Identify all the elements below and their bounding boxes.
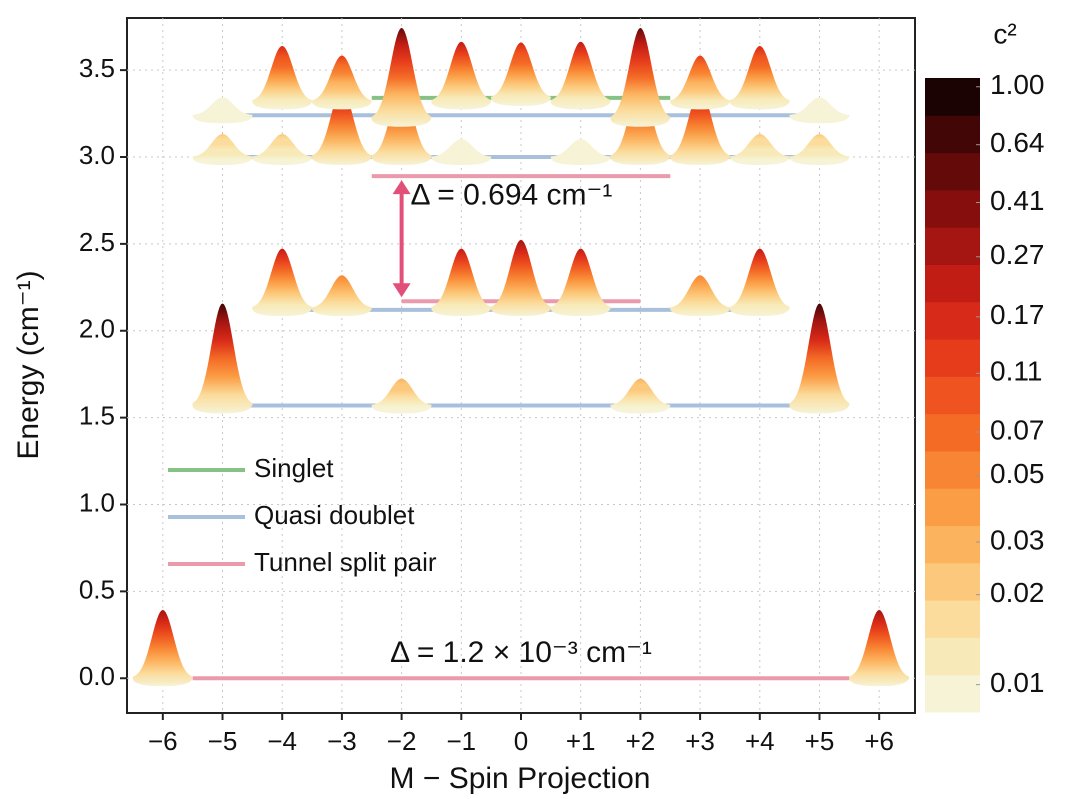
y-tick-label: 1.0 [79,487,115,517]
probability-peak [789,134,850,165]
x-tick-label: +5 [805,726,835,756]
colorbar-tick-label: 0.27 [990,239,1045,270]
colorbar-band [925,562,980,601]
probability-peak [729,134,790,165]
probability-peak [849,609,910,687]
probability-peak [491,42,551,106]
probability-peak [252,134,313,165]
colorbar-tick-label: 0.41 [990,185,1045,216]
annotation: Δ = 1.2 × 10⁻³ cm⁻¹ [390,636,652,669]
y-tick-label: 0.0 [79,661,115,691]
colorbar-tick-label: 0.07 [990,414,1045,445]
probability-peak [431,248,492,317]
colorbar-band [925,637,980,676]
x-tick-label: +1 [566,726,596,756]
plot-frame [126,17,916,714]
x-tick-label: 0 [514,726,528,756]
colorbar-band [925,450,980,489]
y-tick-label: 0.5 [79,574,115,604]
probability-peak [610,27,671,127]
colorbar-tick-label: 0.17 [990,299,1045,330]
probability-peak [789,303,850,414]
colorbar-tick-label: 0.05 [990,458,1045,489]
probability-peak [371,27,432,127]
colorbar-tick-label: 0.03 [990,524,1045,555]
y-tick-label: 2.5 [79,227,115,257]
x-tick-label: −6 [148,726,178,756]
colorbar-band [925,301,980,340]
colorbar-band [925,152,980,191]
arrow-head [392,180,411,298]
colorbar-band [925,78,980,116]
probability-peak [670,55,731,110]
x-tick-label: +2 [626,726,656,756]
probability-peak [789,97,850,124]
colorbar-tick-label: 1.00 [990,69,1045,100]
annotation: Δ = 0.694 cm⁻¹ [411,179,613,212]
colorbar-band [925,339,980,377]
colorbar-band [925,488,980,527]
probability-peak [550,139,611,165]
y-tick-label: 3.5 [79,53,115,83]
probability-peak [252,248,313,317]
probability-peak [192,97,253,124]
probability-peak [431,41,492,110]
x-tick-label: −1 [446,726,476,756]
probability-peak [311,275,372,317]
legend-label: Singlet [254,453,334,483]
probability-peak [670,88,731,165]
colorbar-tick-label: 0.01 [990,667,1045,698]
colorbar-band [925,115,980,154]
y-tick-label: 2.0 [79,314,115,344]
probability-peak [431,139,492,165]
colorbar-band [925,227,980,265]
probability-peak [729,45,790,110]
y-tick-label: 3.0 [79,140,115,170]
probability-peak [192,303,253,414]
x-tick-label: +4 [745,726,775,756]
y-axis-label: Energy (cm⁻¹) [12,270,45,459]
probability-peak [252,45,313,110]
probability-peak [610,378,671,414]
colorbar-label: c² [993,18,1016,49]
x-tick-label: +3 [685,726,715,756]
colorbar-band [925,189,980,228]
probability-peak [550,41,611,110]
colorbar-tick-label: 0.11 [990,356,1042,387]
colorbar-tick-label: 0.02 [990,577,1045,608]
x-tick-label: −5 [208,726,238,756]
probability-peak [670,275,731,317]
x-tick-label: −4 [267,726,297,756]
x-axis-label: M − Spin Projection [390,762,651,795]
x-tick-label: −2 [387,726,417,756]
x-tick-label: +6 [864,726,894,756]
probability-peak [491,239,551,317]
legend-label: Tunnel split pair [254,547,437,577]
y-tick-label: 1.5 [79,401,115,431]
colorbar-band [925,525,980,564]
probability-peak [729,248,790,317]
colorbar-band [925,264,980,303]
probability-peak [550,248,611,317]
colorbar-band [925,674,980,713]
x-tick-label: −3 [327,726,357,756]
legend-label: Quasi doublet [254,500,415,530]
colorbar-band [925,600,980,638]
colorbar-tick-label: 0.64 [990,127,1045,158]
colorbar-band [925,413,980,452]
colorbar-band [925,376,980,415]
probability-peak [132,609,193,687]
probability-peak [371,378,432,414]
probability-peak [192,134,253,165]
probability-peak [311,88,372,165]
probability-peak [311,55,372,110]
